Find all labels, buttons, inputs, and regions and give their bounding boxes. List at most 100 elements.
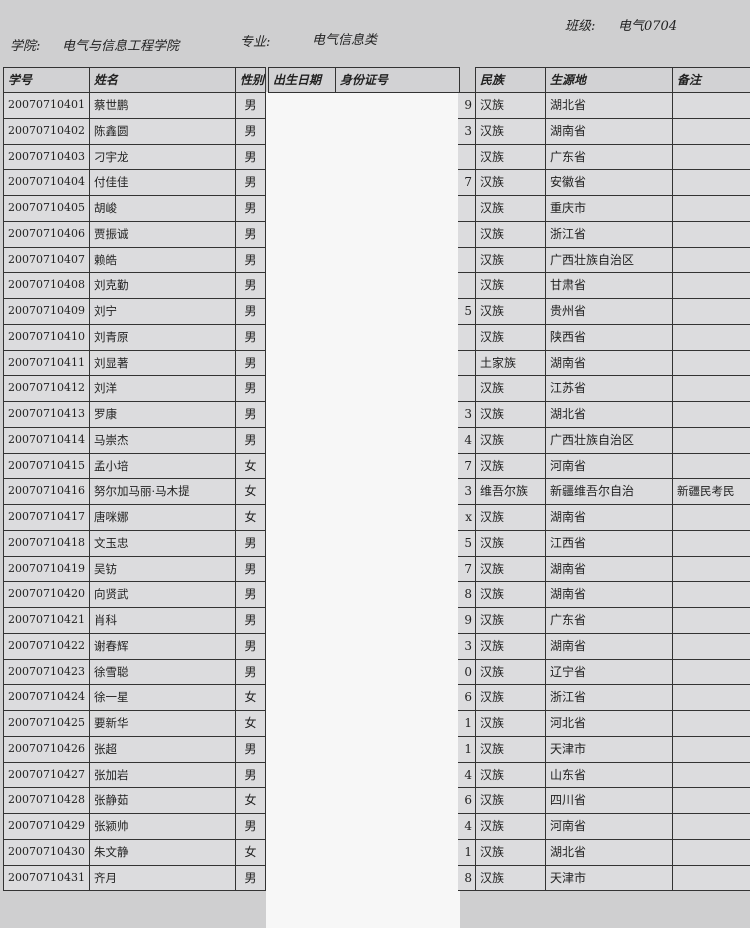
table-cell: 汉族 [475, 401, 546, 428]
table-cell [672, 761, 750, 789]
table-cell [672, 117, 750, 145]
table-cell: 4 [458, 813, 476, 840]
table-cell: 汉族 [475, 838, 546, 866]
table-cell: 女 [235, 684, 266, 711]
table-cell: 汉族 [475, 555, 546, 583]
table-cell: 齐月 [89, 864, 236, 892]
table-cell: 1 [458, 735, 476, 763]
table-cell: 江西省 [545, 529, 673, 557]
table-cell [458, 246, 476, 274]
table-cell: 5 [458, 298, 476, 325]
table-cell: 8 [458, 581, 476, 608]
table-cell: 20070710405 [3, 195, 90, 222]
table-cell: 重庆市 [545, 195, 673, 222]
table-cell: 9 [458, 92, 476, 119]
table-cell: 4 [458, 426, 476, 454]
college: 电气与信息工程学院 [62, 39, 180, 54]
table-cell: 20070710430 [3, 838, 90, 866]
table-cell: 湖北省 [545, 401, 673, 428]
table-cell: 汉族 [475, 272, 546, 299]
table-cell: 20070710410 [3, 323, 90, 351]
table-cell: 20070710409 [3, 298, 90, 325]
table-cell: 男 [235, 143, 266, 171]
table-cell: 汉族 [475, 813, 546, 840]
table-cell: 女 [235, 452, 266, 480]
blank-area [266, 92, 460, 928]
table-cell [458, 323, 476, 351]
table-cell [672, 220, 750, 248]
table-cell: 汉族 [475, 787, 546, 814]
table-cell: 0 [458, 658, 476, 686]
table-cell [458, 272, 476, 299]
major-label: 专业: [240, 35, 271, 50]
table-cell: 男 [235, 169, 266, 196]
table-cell [672, 349, 750, 377]
table-cell: 汉族 [475, 426, 546, 454]
table-cell: 20070710403 [3, 143, 90, 171]
table-cell [672, 529, 750, 557]
table-cell: 男 [235, 555, 266, 583]
table-cell [672, 787, 750, 814]
table-cell: 男 [235, 607, 266, 634]
table-cell: 20070710413 [3, 401, 90, 428]
table-cell: 汉族 [475, 117, 546, 145]
table-cell: 向贤武 [89, 581, 236, 608]
table-cell [672, 92, 750, 119]
table-cell: 贾振诚 [89, 220, 236, 248]
column-header: 生源地 [545, 67, 673, 93]
table-cell: 8 [458, 864, 476, 892]
table-cell: 广西壮族自治区 [545, 246, 673, 274]
table-cell: 汉族 [475, 581, 546, 608]
major: 电气信息类 [312, 33, 378, 48]
table-cell [672, 632, 750, 660]
table-cell [672, 838, 750, 866]
college-label: 学院: [10, 39, 41, 54]
table-cell: 陈鑫圆 [89, 117, 236, 145]
table-cell: 20070710419 [3, 555, 90, 583]
table-cell: 20070710431 [3, 864, 90, 892]
table-cell: 汉族 [475, 323, 546, 351]
table-cell: 土家族 [475, 349, 546, 377]
table-cell: 男 [235, 735, 266, 763]
table-cell: 浙江省 [545, 220, 673, 248]
table-cell [458, 375, 476, 402]
table-cell: 6 [458, 684, 476, 711]
table-cell: 20070710406 [3, 220, 90, 248]
table-cell [672, 143, 750, 171]
table-cell: 7 [458, 452, 476, 480]
table-cell: 汉族 [475, 169, 546, 196]
table-cell: 甘肃省 [545, 272, 673, 299]
table-cell: 1 [458, 710, 476, 737]
table-cell: 汉族 [475, 684, 546, 711]
table-cell: 1 [458, 838, 476, 866]
table-cell [458, 220, 476, 248]
table-cell: 马崇杰 [89, 426, 236, 454]
table-cell: 湖南省 [545, 117, 673, 145]
table-cell: 3 [458, 117, 476, 145]
table-cell: 女 [235, 838, 266, 866]
table-cell: 赖皓 [89, 246, 236, 274]
table-cell: 男 [235, 117, 266, 145]
table-cell [458, 143, 476, 171]
table-cell [672, 658, 750, 686]
table-cell: 20070710402 [3, 117, 90, 145]
table-cell: 男 [235, 92, 266, 119]
table-cell: 刘宁 [89, 298, 236, 325]
table-cell: 唐咪娜 [89, 504, 236, 531]
table-cell: 江苏省 [545, 375, 673, 402]
table-cell: 20070710425 [3, 710, 90, 737]
table-cell: 汉族 [475, 632, 546, 660]
column-header: 性别 [235, 67, 266, 93]
table-cell: 努尔加马丽·马木提 [89, 478, 236, 505]
table-cell: 新疆维吾尔自治 [545, 478, 673, 505]
table-cell: 湖南省 [545, 581, 673, 608]
table-cell [672, 864, 750, 892]
table-cell [672, 169, 750, 196]
table-cell: 20070710416 [3, 478, 90, 505]
table-cell [672, 607, 750, 634]
table-cell [672, 298, 750, 325]
table-cell [672, 195, 750, 222]
class: 电气0704 [618, 19, 678, 34]
table-cell: 山东省 [545, 761, 673, 789]
table-cell: 刘显著 [89, 349, 236, 377]
